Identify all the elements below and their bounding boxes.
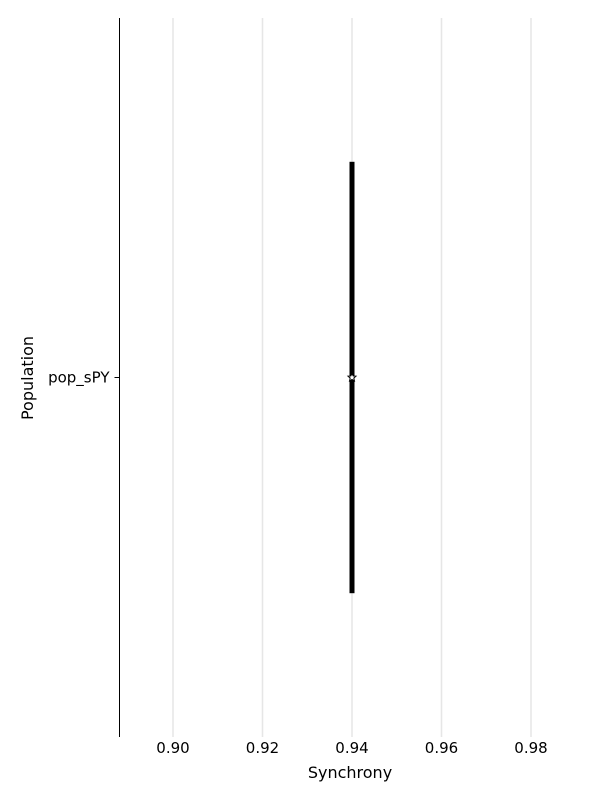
median-marker <box>346 372 358 382</box>
x-tick-label: 0.94 <box>335 739 368 757</box>
y-axis-label: Population <box>18 336 37 420</box>
x-tick-label: 0.98 <box>514 739 547 757</box>
x-tick-label: 0.96 <box>425 739 458 757</box>
x-tick-label: 0.92 <box>246 739 279 757</box>
x-tick-labels: 0.90 0.92 0.94 0.96 0.98 <box>156 739 547 757</box>
y-tick-labels: pop_sPY <box>48 369 120 388</box>
chart-marks <box>346 161 358 594</box>
x-axis-label: Synchrony <box>308 763 392 782</box>
y-tick-label: pop_sPY <box>48 369 110 388</box>
x-tick-label: 0.90 <box>156 739 189 757</box>
